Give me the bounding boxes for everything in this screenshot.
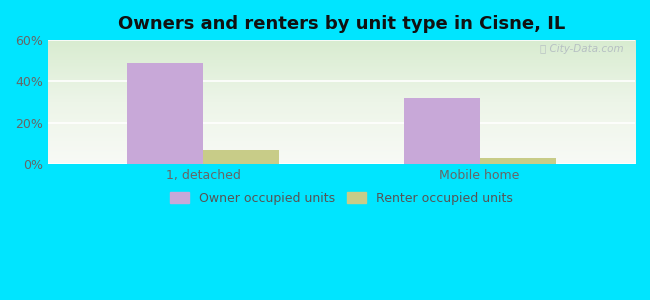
Bar bbox=[480, 158, 556, 164]
Bar bbox=[404, 98, 480, 164]
Legend: Owner occupied units, Renter occupied units: Owner occupied units, Renter occupied un… bbox=[165, 187, 518, 210]
Text: ⓘ City-Data.com: ⓘ City-Data.com bbox=[540, 44, 623, 54]
Title: Owners and renters by unit type in Cisne, IL: Owners and renters by unit type in Cisne… bbox=[118, 15, 565, 33]
Bar bbox=[203, 150, 280, 164]
Bar bbox=[127, 63, 203, 164]
